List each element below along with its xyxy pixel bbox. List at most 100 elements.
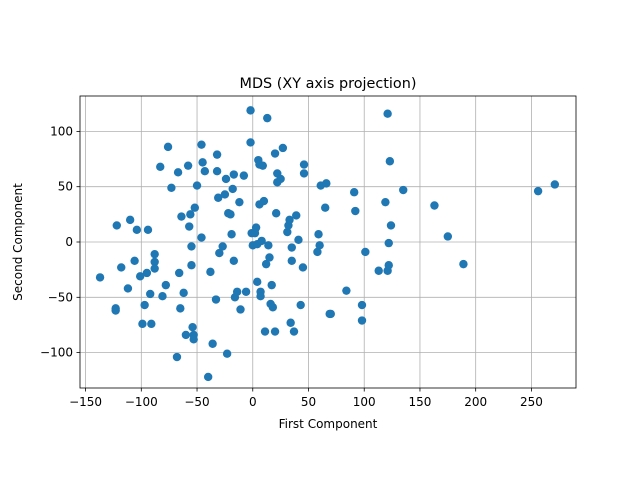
y-axis-label: Second Component [11, 183, 25, 301]
data-point [270, 149, 280, 158]
data-point [385, 157, 395, 166]
x-tick-label: 250 [520, 395, 543, 409]
x-tick-label: 50 [301, 395, 316, 409]
data-point [270, 327, 280, 336]
data-point [175, 268, 184, 278]
data-point [179, 288, 188, 298]
data-point [256, 291, 265, 301]
data-point [283, 227, 292, 237]
data-point [142, 268, 152, 278]
data-point [203, 372, 213, 382]
data-point [227, 230, 236, 239]
data-point [399, 185, 408, 195]
data-point [95, 273, 105, 282]
data-point [198, 158, 207, 167]
x-tick-label: 150 [409, 395, 432, 409]
data-point [322, 179, 331, 188]
data-point [314, 230, 323, 239]
data-point [117, 263, 126, 272]
data-point [232, 287, 242, 296]
data-point [132, 225, 142, 235]
data-point [315, 241, 324, 250]
data-point [342, 286, 351, 295]
data-point [125, 215, 135, 225]
data-point [208, 339, 217, 348]
chart-title: MDS (XY axis projection) [240, 76, 417, 92]
data-point [200, 167, 210, 176]
data-point [173, 168, 183, 177]
data-point [313, 247, 322, 257]
data-point [383, 109, 392, 118]
data-point [278, 143, 288, 153]
data-point [123, 284, 133, 293]
data-point [533, 186, 543, 196]
data-point [206, 267, 215, 277]
data-point [130, 256, 139, 266]
data-point [212, 167, 222, 176]
data-point [221, 174, 231, 184]
data-point [138, 319, 147, 329]
x-tick-label: −150 [69, 395, 102, 409]
data-point [222, 349, 232, 358]
data-point [287, 256, 296, 266]
data-point [550, 180, 560, 189]
data-point [296, 300, 305, 310]
data-point [143, 225, 153, 235]
x-tick-label: 100 [353, 395, 376, 409]
data-point [146, 289, 155, 299]
data-point [299, 169, 309, 178]
data-point [158, 291, 167, 301]
data-point [430, 201, 439, 210]
x-tick-label: −100 [125, 395, 158, 409]
y-tick-label: 0 [65, 235, 73, 249]
data-point [264, 241, 273, 250]
data-point [349, 188, 359, 197]
data-point [292, 211, 301, 220]
data-point [286, 318, 295, 327]
data-point [294, 235, 303, 244]
data-point [443, 232, 453, 241]
data-point [384, 238, 393, 248]
data-point [161, 280, 171, 290]
data-point [150, 249, 159, 259]
data-point [260, 327, 270, 336]
data-point [226, 210, 235, 219]
data-point [229, 170, 239, 179]
x-tick-label: 200 [464, 395, 487, 409]
y-tick-label: 100 [50, 124, 73, 138]
data-point [287, 243, 296, 252]
x-tick-label: −50 [184, 395, 209, 409]
data-point [167, 183, 176, 193]
y-tick-label: −50 [48, 290, 73, 304]
data-point [111, 306, 120, 315]
ticks-layer: −150 −100 −50 0 50 100 150 200 250 −100 −50 0 50 100 [40, 124, 543, 409]
data-point [257, 236, 266, 246]
data-point [299, 160, 309, 169]
data-point [326, 309, 335, 319]
data-point [236, 305, 245, 314]
data-point [381, 197, 390, 207]
data-point [253, 277, 262, 287]
data-point [246, 106, 255, 115]
grid-layer [80, 96, 576, 388]
data-point [285, 215, 294, 225]
data-point [197, 140, 206, 149]
data-point [351, 206, 360, 216]
data-point [197, 233, 206, 242]
points-layer [95, 106, 560, 382]
data-point [263, 113, 272, 123]
data-point [140, 300, 149, 310]
data-point [235, 197, 244, 207]
data-point [185, 222, 194, 231]
data-point [386, 221, 396, 230]
data-point [258, 161, 267, 170]
data-point [228, 184, 237, 194]
data-point [189, 335, 198, 344]
data-point [267, 280, 276, 290]
data-point [212, 150, 222, 159]
data-point [188, 322, 197, 332]
data-point [156, 162, 165, 171]
data-point [229, 256, 239, 266]
x-tick-label: 0 [249, 395, 257, 409]
data-point [176, 304, 185, 313]
